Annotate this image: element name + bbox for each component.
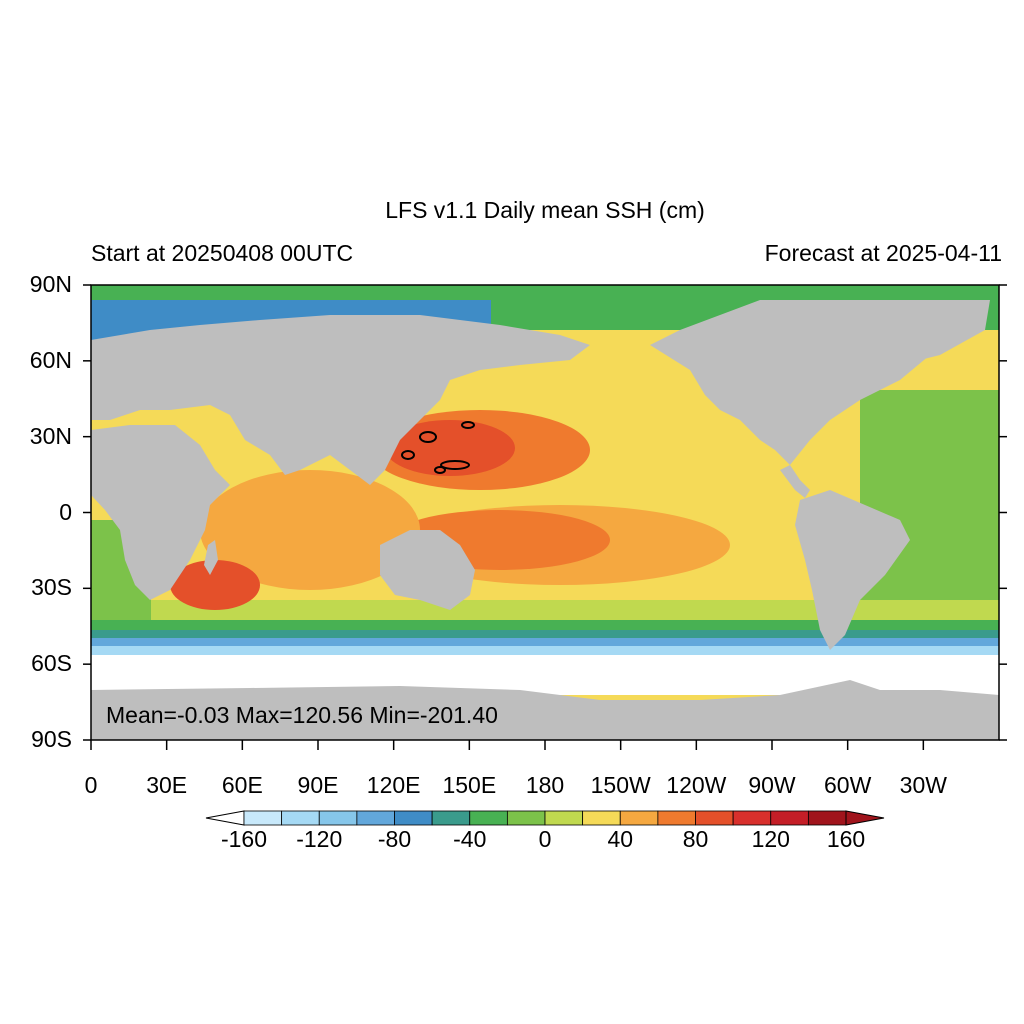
lon-tick-label: 60E: [221, 772, 263, 798]
colorbar-box: [544, 810, 584, 826]
colorbar-box: [243, 810, 283, 826]
lat-tick-label: 30N: [29, 422, 72, 449]
lon-tick-label: 150W: [590, 772, 651, 798]
antarctica-land: [91, 680, 999, 740]
lon-tick-label: 30E: [146, 772, 188, 798]
greenland-land: [860, 300, 990, 365]
colorbar-tick-label: 0: [538, 826, 552, 852]
lon-tick-label: 0: [84, 772, 98, 798]
plot-title: LFS v1.1 Daily mean SSH (cm): [385, 197, 705, 223]
lon-tick-label: 90W: [748, 772, 796, 798]
colorbar-tick-label: -160: [220, 826, 268, 852]
colorbar-tick-label: -120: [296, 826, 343, 852]
madagascar-land: [204, 540, 218, 575]
colorbar-tick-label: 120: [751, 826, 790, 852]
africa-land: [91, 425, 230, 600]
colorbar: [205, 810, 885, 826]
lon-tick-label: 120E: [366, 772, 421, 798]
lon-tick-label: 120W: [666, 772, 727, 798]
colorbar-tick-label: 40: [607, 826, 634, 852]
australia-land: [380, 530, 475, 610]
colorbar-box: [732, 810, 772, 826]
colorbar-box: [318, 810, 358, 826]
lat-tick-label: 30S: [31, 574, 72, 601]
colorbar-box: [394, 810, 433, 826]
colorbar-tick-label: -40: [453, 826, 487, 852]
lon-tick-label: 90E: [297, 772, 339, 798]
colorbar-box: [619, 810, 659, 826]
colorbar-box: [281, 810, 320, 826]
contour-lines: [401, 421, 475, 474]
colorbar-box: [431, 810, 471, 826]
southern-ocean-band-5: [91, 646, 999, 656]
colorbar-box: [469, 810, 508, 826]
lon-tick-label: 60W: [824, 772, 872, 798]
colorbar-high-arrow: [845, 810, 885, 826]
axis-ticks: [83, 284, 1007, 750]
colorbar-tick-label: 160: [826, 826, 866, 852]
lat-tick-label: 60N: [29, 346, 72, 373]
colorbar-box: [807, 810, 847, 826]
southern-ocean-band-4: [91, 638, 999, 648]
lat-tick-label: 90N: [29, 271, 72, 297]
stats-label: Mean=-0.03 Max=120.56 Min=-201.40: [106, 702, 498, 728]
forecast-time-label: Forecast at 2025-04-11: [764, 240, 1002, 266]
colorbar-tick-label: -80: [377, 826, 412, 852]
lon-tick-label: 30W: [899, 772, 947, 798]
colorbar-box: [582, 810, 621, 826]
colorbar-box: [770, 810, 809, 826]
lat-tick-label: 90S: [31, 726, 72, 752]
colorbar-low-arrow: [205, 810, 245, 826]
eurasia-land: [91, 315, 590, 485]
lon-tick-label: 150E: [442, 772, 497, 798]
south-america-land: [795, 490, 910, 650]
colorbar-box: [695, 810, 734, 826]
colorbar-box: [506, 810, 546, 826]
start-time-label: Start at 20250408 00UTC: [91, 240, 354, 266]
central-america-land: [780, 465, 810, 498]
north-pacific-core: [385, 420, 515, 476]
southern-ocean-band-3: [91, 630, 999, 640]
agulhas-high: [170, 560, 260, 610]
colorbar-box: [356, 810, 395, 826]
colorbar-tick-label: 80: [682, 826, 709, 852]
lat-tick-label: 60S: [31, 650, 72, 677]
lat-tick-label: 0: [59, 498, 72, 525]
lon-tick-label: 180: [525, 772, 565, 798]
indian-ocean-high: [200, 470, 420, 590]
colorbar-box: [657, 810, 696, 826]
